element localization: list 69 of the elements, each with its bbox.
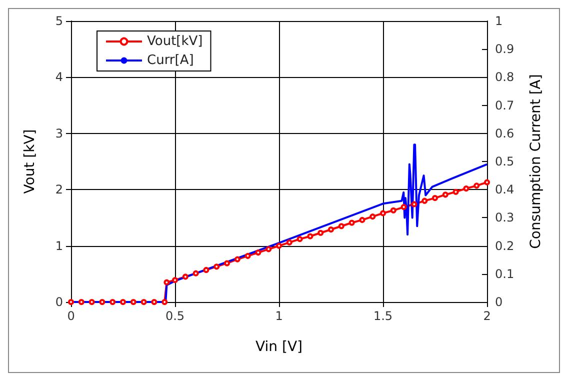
y-tick-label: 2 xyxy=(55,182,63,197)
y2-tick-label: 0.1 xyxy=(495,266,514,281)
y-tick-label: 3 xyxy=(55,126,63,140)
point xyxy=(348,220,355,226)
legend-label: Curr[A] xyxy=(147,53,194,68)
point xyxy=(120,299,126,305)
y2-tick-label: 0.6 xyxy=(495,126,514,140)
y2-tick-label: 0.9 xyxy=(495,42,514,56)
point xyxy=(192,270,199,276)
point xyxy=(328,226,334,232)
point xyxy=(110,299,116,305)
point xyxy=(370,214,376,220)
point xyxy=(224,260,230,266)
point xyxy=(266,246,272,252)
y-tick-label: 4 xyxy=(55,70,63,84)
point xyxy=(422,198,428,204)
y-axis-title: Vout [kV] xyxy=(22,129,38,194)
point xyxy=(338,223,344,230)
point xyxy=(140,299,147,305)
y2-tick-label: 1 xyxy=(495,14,503,28)
point xyxy=(234,256,240,262)
y2-tick-label: 0.7 xyxy=(495,98,514,112)
point xyxy=(296,236,303,242)
point xyxy=(442,192,448,198)
point xyxy=(164,279,170,286)
point xyxy=(318,230,324,236)
y2-tick-label: 0.4 xyxy=(495,182,514,197)
point xyxy=(452,188,459,195)
y2-tick-label: 0.3 xyxy=(495,210,514,225)
x-tick-label: 1 xyxy=(275,309,283,323)
point xyxy=(432,195,438,202)
x-tick-label: 1.5 xyxy=(373,309,393,323)
point xyxy=(380,210,386,216)
point xyxy=(286,239,292,246)
point xyxy=(276,242,282,249)
point xyxy=(390,207,396,214)
y-tick-label: 1 xyxy=(55,238,63,253)
point xyxy=(203,266,210,273)
point xyxy=(411,201,418,208)
y2-tick-label: 0.2 xyxy=(495,238,514,253)
y-tick-label: 5 xyxy=(55,14,63,28)
legend-label: Vout[kV] xyxy=(147,34,203,49)
point xyxy=(151,299,158,305)
point xyxy=(214,264,220,270)
point xyxy=(307,233,314,240)
y2-axis-title: Consumption Current [A] xyxy=(528,74,544,249)
x-axis-title: Vin [V] xyxy=(256,339,302,355)
point xyxy=(484,179,490,186)
x-tick-label: 0.5 xyxy=(165,309,185,323)
point xyxy=(88,299,95,305)
y2-tick-label: 0.5 xyxy=(495,154,514,168)
y-tick-label: 0 xyxy=(55,295,63,309)
point xyxy=(162,299,168,305)
point xyxy=(78,299,84,305)
y2-tick-label: 0 xyxy=(495,295,503,309)
point xyxy=(463,185,470,192)
point xyxy=(182,274,188,280)
point xyxy=(130,299,136,305)
y2-tick-label: 0.8 xyxy=(495,70,514,84)
point xyxy=(244,252,251,259)
x-tick-label: 2 xyxy=(483,309,491,323)
point xyxy=(400,204,407,210)
point xyxy=(474,182,480,189)
x-tick-label: 0 xyxy=(67,309,75,323)
point xyxy=(255,250,262,256)
point xyxy=(359,216,366,223)
point xyxy=(172,277,178,284)
point xyxy=(99,299,106,305)
point xyxy=(68,299,74,305)
